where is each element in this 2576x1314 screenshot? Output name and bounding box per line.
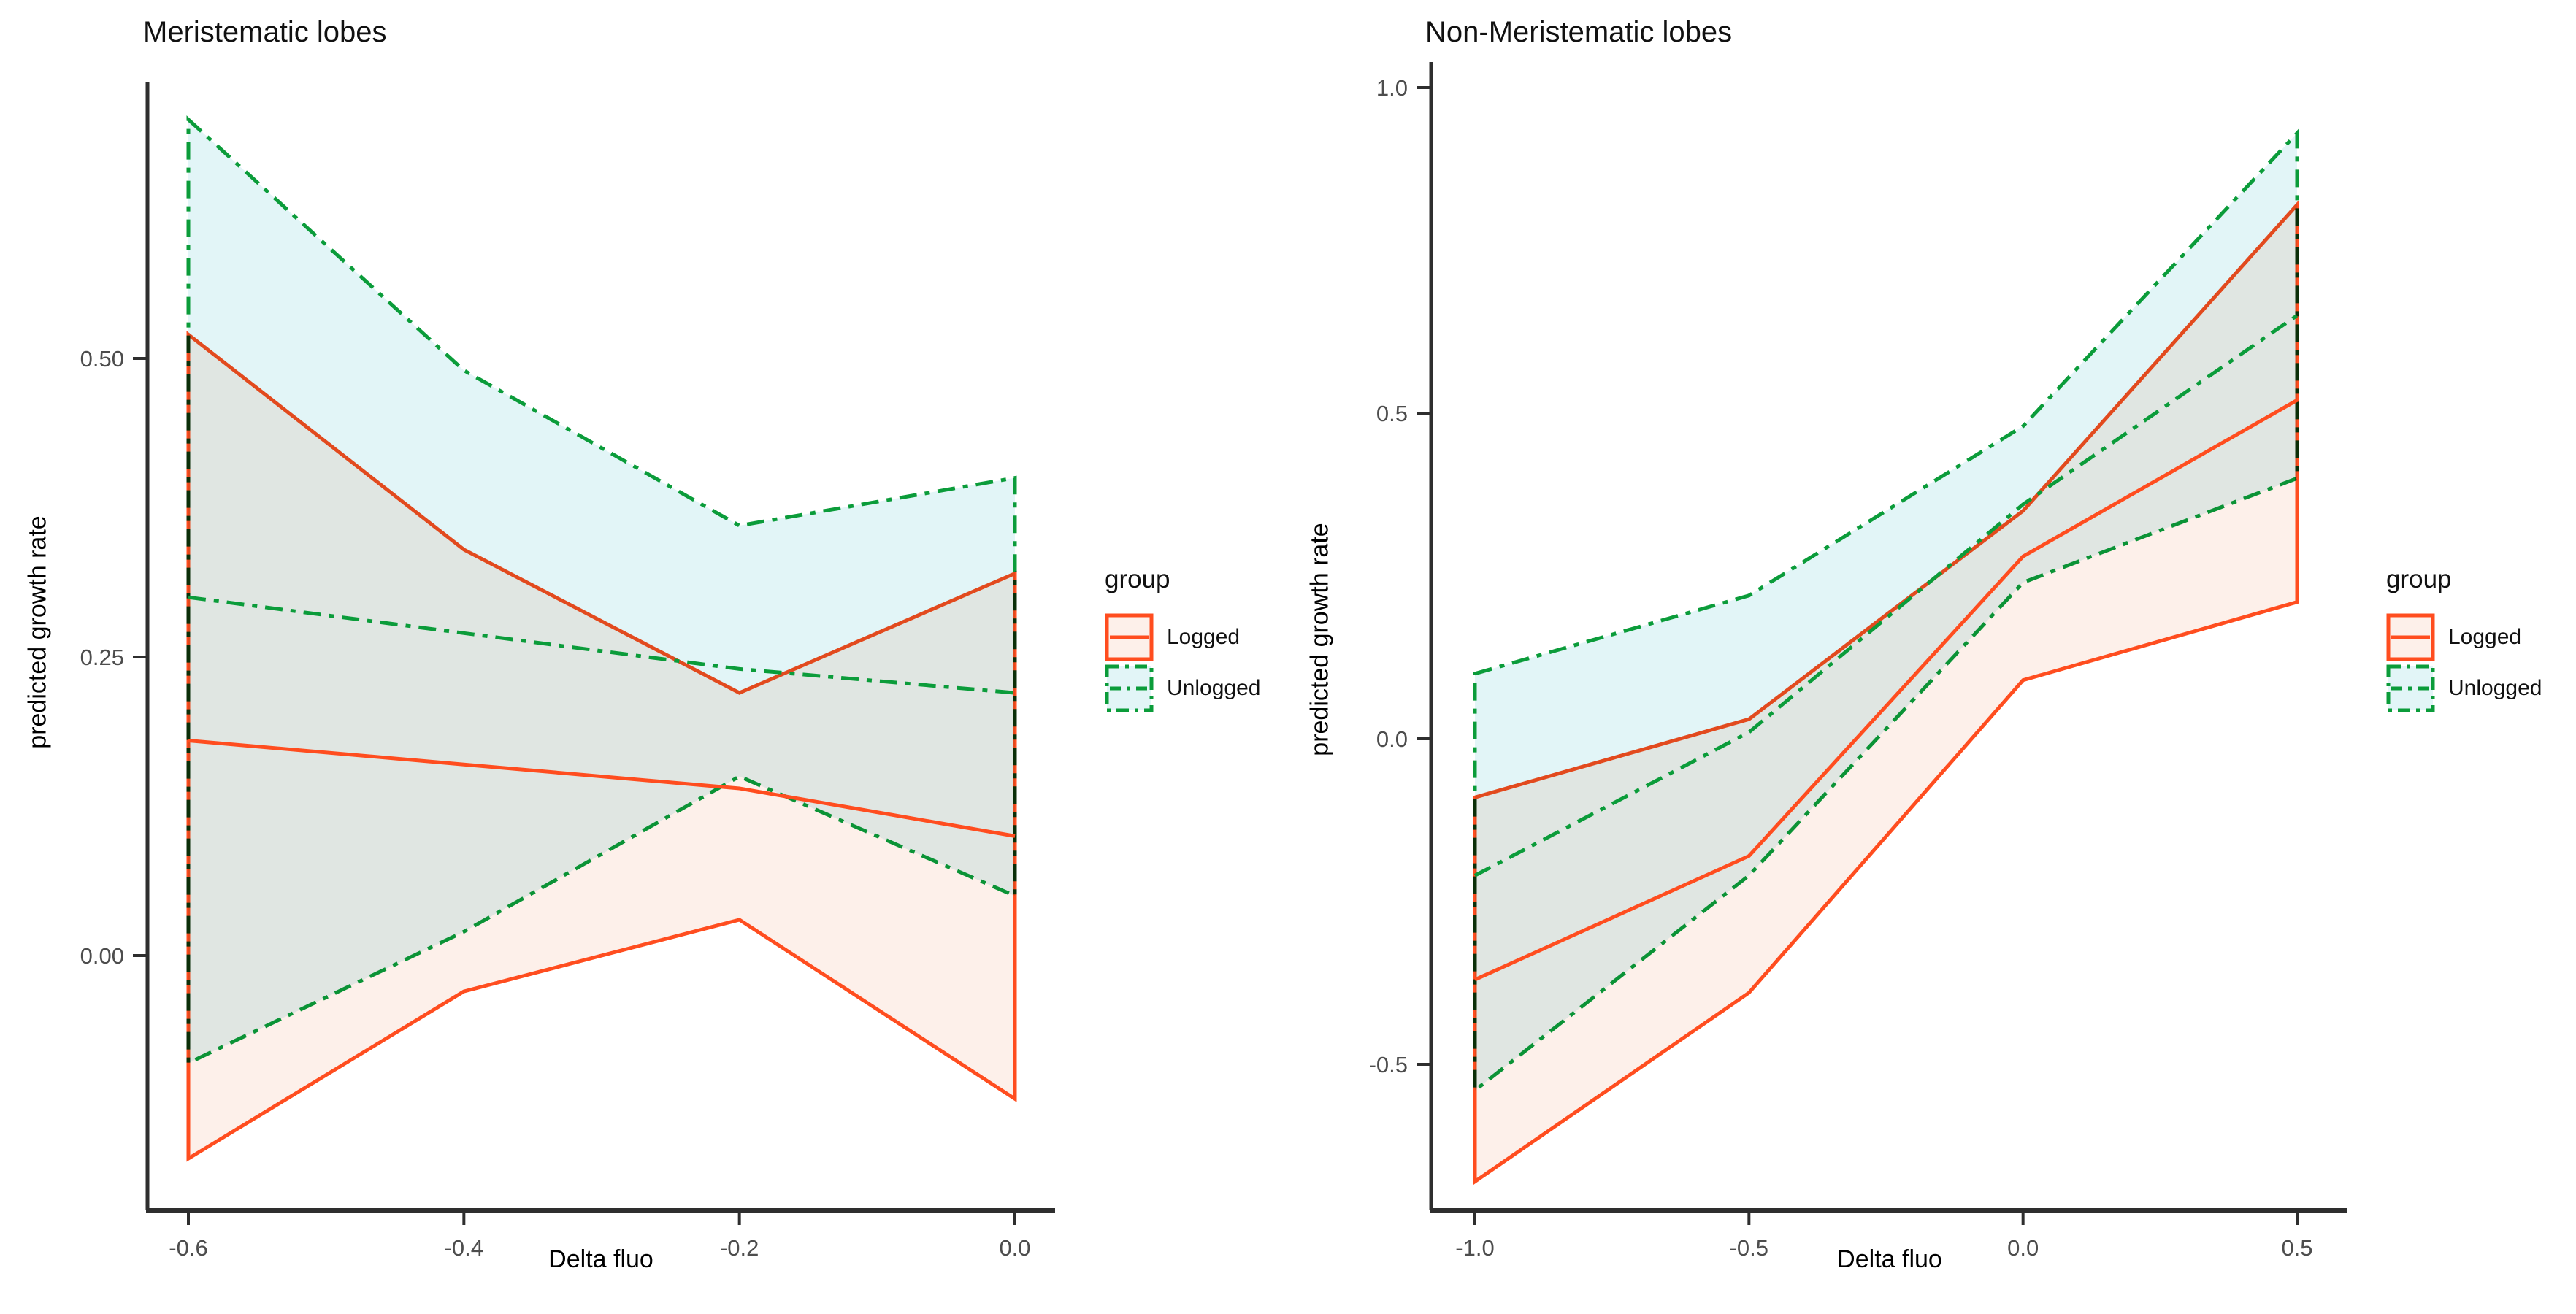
x-tick-label: 0.5 <box>2281 1235 2312 1261</box>
x-tick-label: -1.0 <box>1455 1235 1494 1261</box>
y-tick-label: 0.00 <box>80 943 124 969</box>
legend: group Logged Unlogged <box>1105 564 1260 714</box>
legend-label-logged: Logged <box>2448 625 2522 649</box>
chart-title-non-meristematic: Non-Meristematic lobes <box>1425 16 1733 48</box>
y-tick-label: 0.25 <box>80 645 124 670</box>
legend-item-logged: Logged <box>1105 612 1260 663</box>
y-tick-label: -0.5 <box>1369 1052 1408 1077</box>
meristematic-logged-mean-line <box>188 739 1016 838</box>
x-axis-label-right: Delta fluo <box>1837 1245 1942 1273</box>
x-axis-label-left: Delta fluo <box>548 1245 653 1273</box>
legend-item-unlogged: Unlogged <box>1105 663 1260 714</box>
y-tick-label: 0.0 <box>1376 726 1408 752</box>
meristematic-logged-ribbon <box>186 331 1017 1162</box>
logged-key-swatch-icon <box>1105 613 1154 661</box>
legend-title: group <box>1105 565 1170 593</box>
non-meristematic-logged-mean-line <box>1473 399 2299 982</box>
legend-item-unlogged: Unlogged <box>2386 663 2542 714</box>
legend-label-unlogged: Unlogged <box>2448 676 2542 700</box>
unlogged-key-swatch-icon <box>1105 664 1154 712</box>
y-axis-label-left: predicted growth rate <box>23 515 52 749</box>
non-meristematic-panel: 1.0 0.5 0.0 -0.5 -1.0 -0.5 0.0 0.5 <box>1369 62 2347 1261</box>
x-tick-label: -0.5 <box>1730 1235 1768 1261</box>
x-tick-label: -0.2 <box>720 1235 759 1261</box>
y-tick-label: 0.5 <box>1376 401 1408 426</box>
legend: group Logged Unlogged <box>2386 564 2542 714</box>
non-meristematic-logged-ribbon <box>1473 200 2299 1186</box>
unlogged-key-swatch-icon <box>2386 664 2435 712</box>
chart-title-meristematic: Meristematic lobes <box>143 16 387 48</box>
legend-label-unlogged: Unlogged <box>1167 676 1261 700</box>
meristematic-panel: 0.00 0.25 0.50 -0.6 -0.4 -0.2 0.0 <box>80 82 1055 1261</box>
legend-label-logged: Logged <box>1167 625 1241 649</box>
x-tick-label: 0.0 <box>2007 1235 2039 1261</box>
x-tick-label: -0.4 <box>445 1235 483 1261</box>
legend-item-logged: Logged <box>2386 612 2542 663</box>
logged-key-swatch-icon <box>2386 613 2435 661</box>
meristematic-unlogged-mean-line <box>188 595 1016 695</box>
x-tick-label: 0.0 <box>999 1235 1030 1261</box>
x-tick-label: -0.6 <box>169 1235 207 1261</box>
y-axis-label-right: predicted growth rate <box>1306 523 1334 756</box>
legend-title: group <box>2386 565 2452 593</box>
y-tick-label: 1.0 <box>1376 75 1408 101</box>
y-tick-label: 0.50 <box>80 346 124 372</box>
